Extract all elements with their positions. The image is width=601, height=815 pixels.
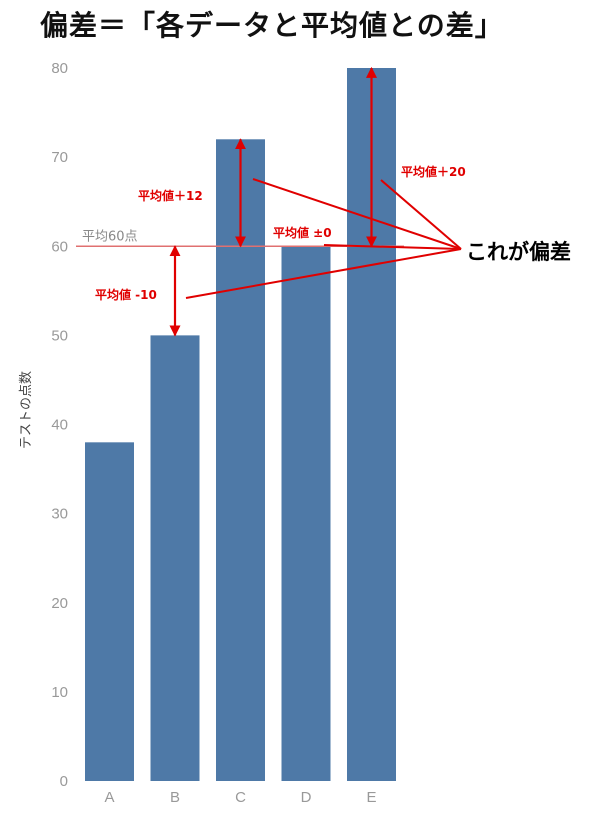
callout-pointer-line bbox=[380, 179, 462, 250]
x-tick-label: B bbox=[170, 789, 180, 806]
y-tick-label: 10 bbox=[51, 684, 68, 701]
y-tick-label: 30 bbox=[51, 506, 68, 523]
deviation-label-c: 平均値＋12 bbox=[138, 188, 203, 203]
deviation-label-b: 平均値 -10 bbox=[95, 287, 157, 302]
callout-pointer-line bbox=[323, 244, 462, 250]
x-tick-label: A bbox=[104, 789, 114, 806]
mean-line-label: 平均60点 bbox=[82, 229, 138, 244]
y-tick-label: 80 bbox=[51, 60, 68, 77]
y-tick-label: 40 bbox=[51, 417, 68, 434]
y-tick-label: 50 bbox=[51, 327, 68, 344]
y-tick-label: 60 bbox=[51, 238, 68, 255]
y-axis-label: テストの点数 bbox=[19, 371, 34, 449]
bar-b bbox=[150, 335, 200, 781]
bar-a bbox=[85, 442, 134, 781]
callout-label: これが偏差 bbox=[466, 240, 571, 264]
y-tick-label: 20 bbox=[51, 595, 68, 612]
bar-d bbox=[281, 246, 331, 781]
x-tick-label: C bbox=[235, 789, 246, 806]
x-tick-label: D bbox=[301, 789, 312, 806]
y-tick-label: 70 bbox=[51, 149, 68, 166]
y-tick-label: 0 bbox=[60, 773, 68, 790]
callout-pointer-line bbox=[252, 178, 462, 250]
page-title: 偏差＝「各データと平均値との差」 bbox=[40, 9, 504, 42]
x-tick-label: E bbox=[366, 789, 376, 806]
deviation-label-e: 平均値＋20 bbox=[401, 164, 466, 179]
deviation-label-d: 平均値 ±0 bbox=[273, 225, 332, 240]
callout-pointer-line bbox=[185, 248, 462, 299]
